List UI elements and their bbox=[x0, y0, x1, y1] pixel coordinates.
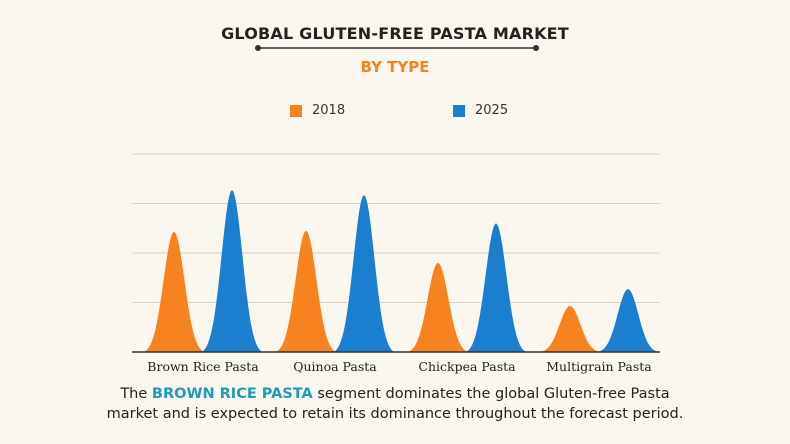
legend-item-2018: 2018 bbox=[290, 103, 345, 118]
peak-2025-chickpea-pasta bbox=[466, 223, 526, 352]
chart-subtitle: BY TYPE bbox=[360, 58, 430, 76]
peak-2025-multigrain-pasta bbox=[598, 289, 658, 352]
chart-title: GLOBAL GLUTEN-FREE PASTA MARKET bbox=[221, 24, 569, 43]
x-tick-label: Quinoa Pasta bbox=[293, 359, 377, 374]
peak-2018-brown-rice-pasta bbox=[144, 231, 204, 352]
peak-2018-multigrain-pasta bbox=[540, 306, 600, 352]
title-underline bbox=[255, 45, 539, 51]
x-tick-label: Brown Rice Pasta bbox=[147, 359, 259, 374]
legend-item-2025: 2025 bbox=[453, 103, 508, 118]
peak-2018-chickpea-pasta bbox=[408, 262, 468, 352]
caption-line1: segment dominates the global Gluten-free… bbox=[312, 386, 670, 402]
x-tick-label: Multigrain Pasta bbox=[546, 359, 652, 374]
x-tick-label: Chickpea Pasta bbox=[418, 359, 516, 374]
peak-2025-brown-rice-pasta bbox=[202, 190, 262, 352]
legend-label-2025: 2025 bbox=[475, 103, 509, 118]
peak-2025-quinoa-pasta bbox=[334, 195, 394, 352]
caption-line2: market and is expected to retain its dom… bbox=[106, 406, 684, 422]
caption-highlight: BROWN RICE PASTA bbox=[151, 386, 313, 402]
caption-prefix: The bbox=[120, 386, 152, 402]
chart-plot: Brown Rice Pasta Quinoa Pasta Chickpea Pas… bbox=[132, 153, 660, 374]
legend-label-2018: 2018 bbox=[312, 103, 346, 118]
peak-2018-quinoa-pasta bbox=[276, 230, 336, 352]
legend-swatch-2025 bbox=[453, 104, 465, 117]
chart-caption: The BROWN RICE PASTA segment dominates t… bbox=[0, 384, 790, 424]
legend-swatch-2018 bbox=[290, 104, 302, 117]
